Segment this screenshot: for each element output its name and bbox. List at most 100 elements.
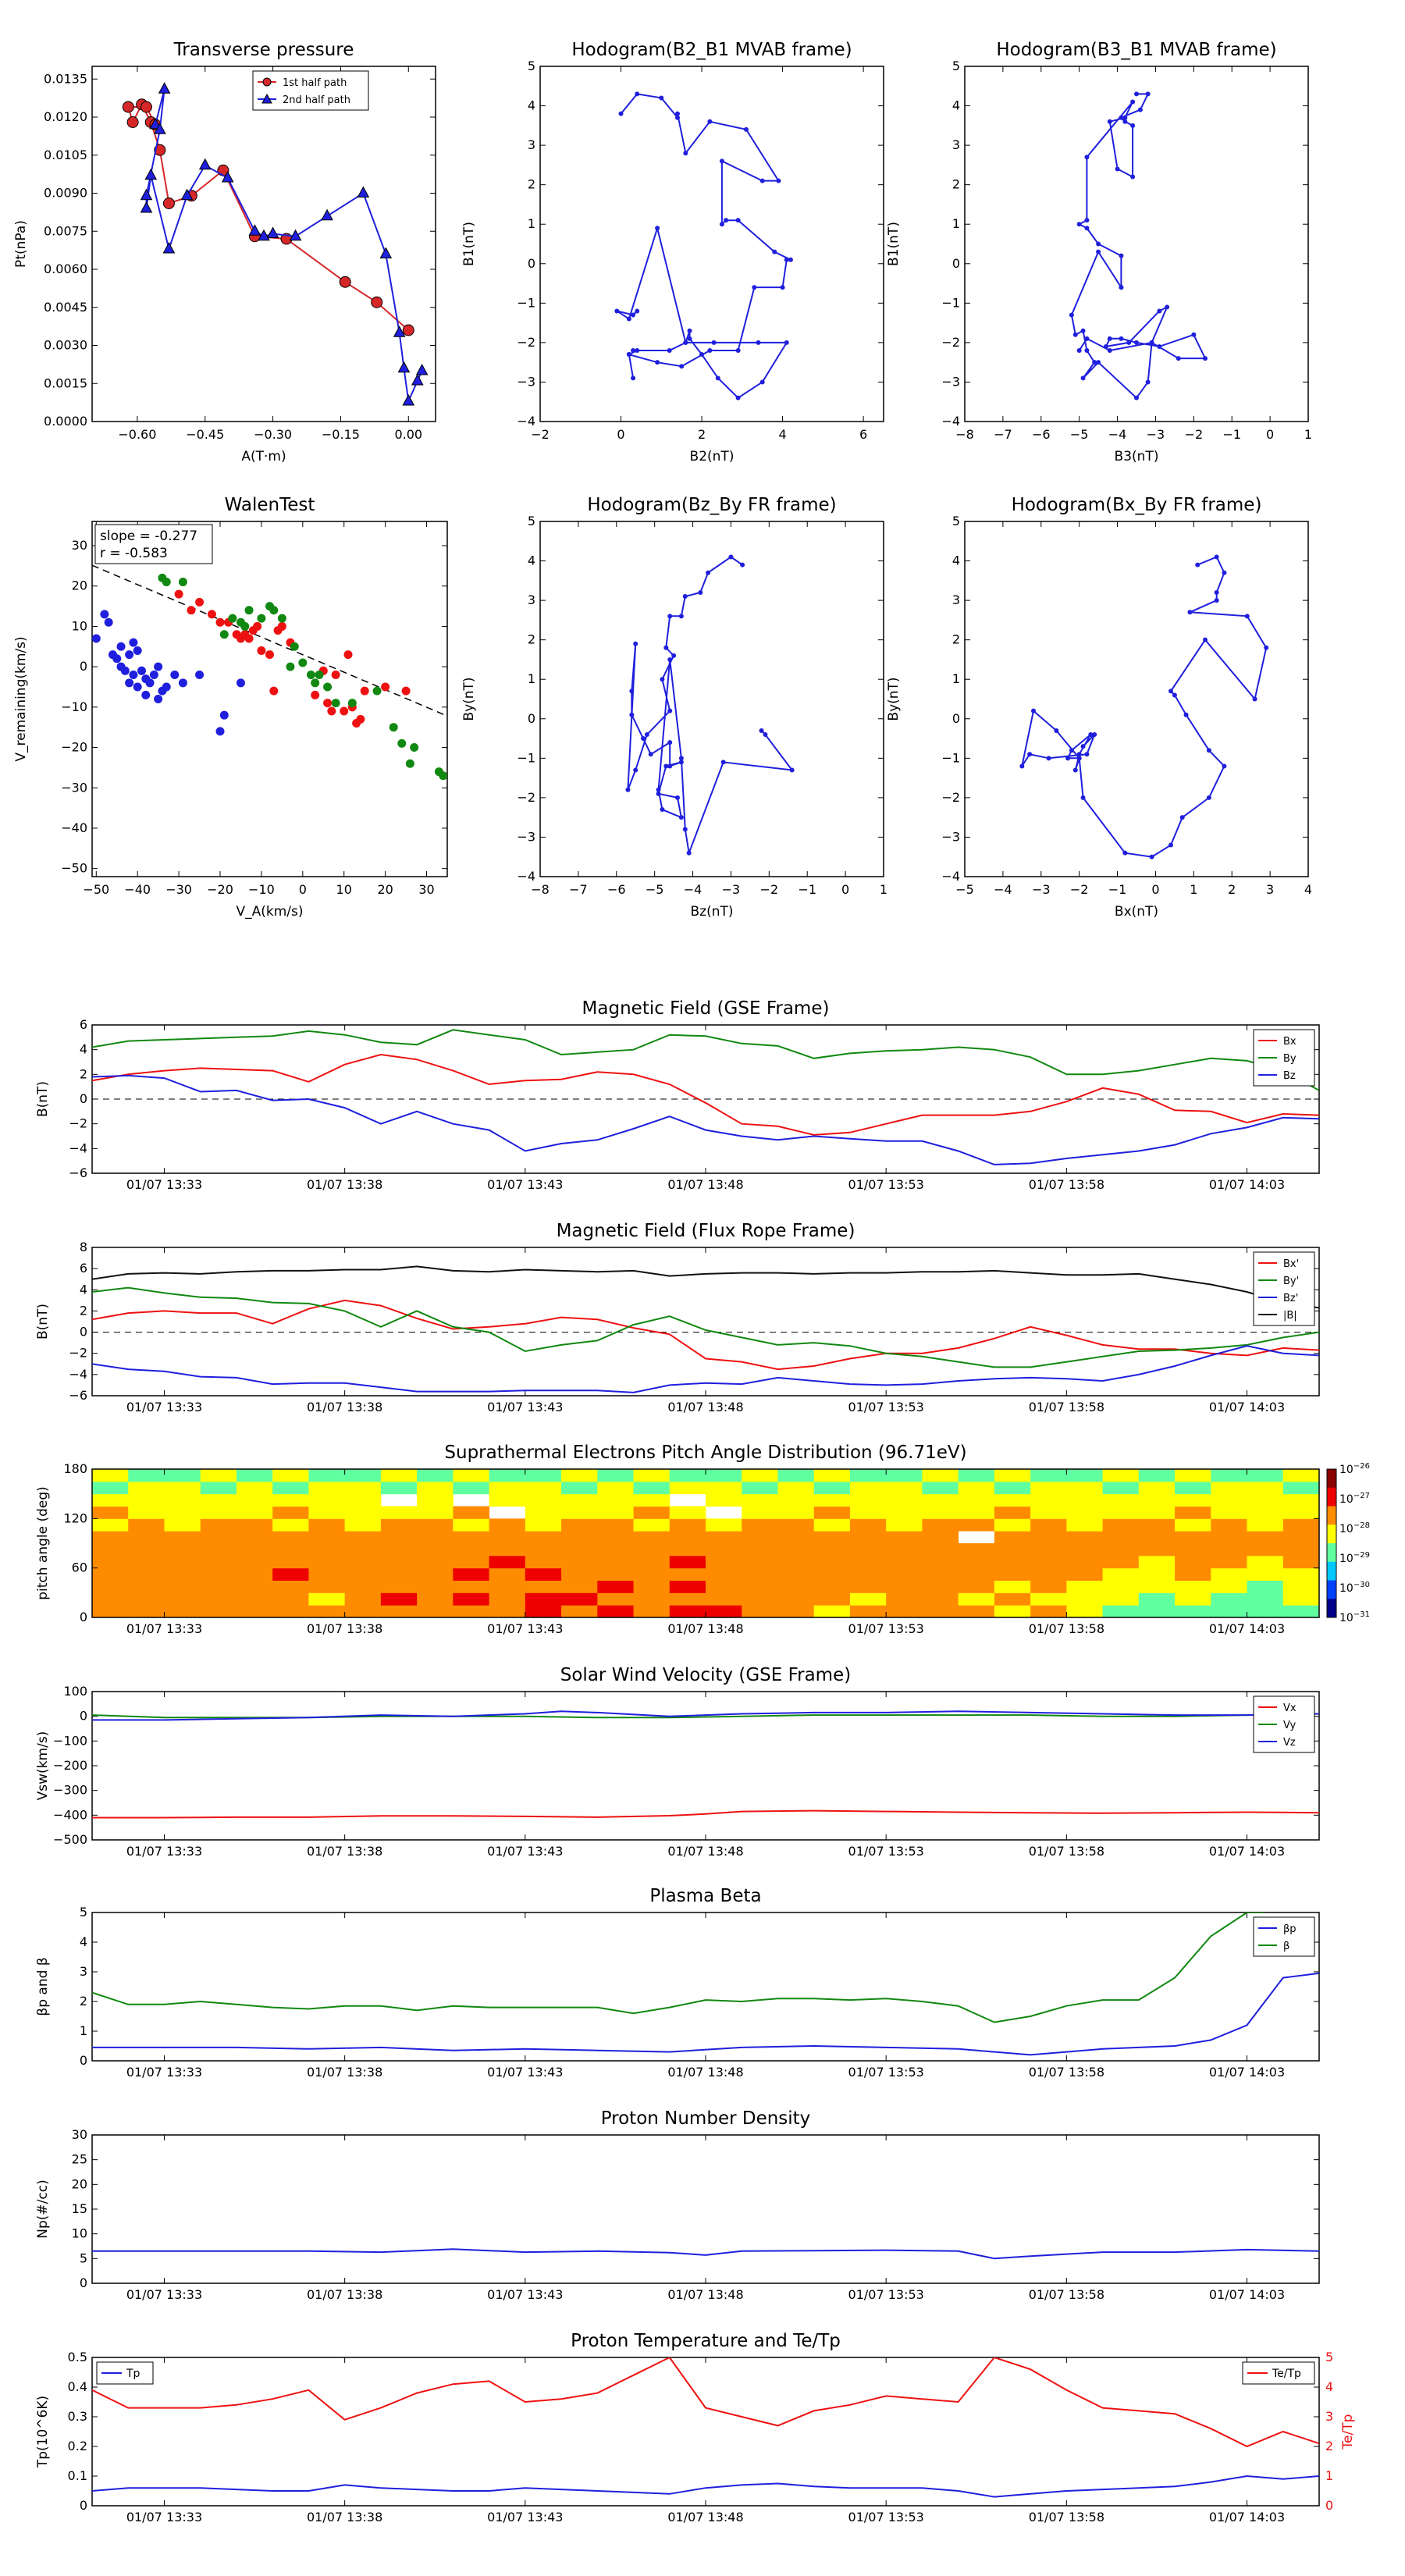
walen-test-point-green [372,686,382,696]
heatmap-cell [1030,1567,1067,1581]
heatmap-cell [1138,1481,1176,1495]
hodogram-bz-by-point [633,641,638,646]
walen-test-ytick-label: −10 [61,699,87,714]
transverse-pressure-marker-triangle [357,186,370,197]
proton-number-density-ytick-label: 10 [72,2226,87,2241]
proton-number-density-xtick-label: 01/07 13:38 [307,2287,382,2302]
hodogram-bz-by-point [728,554,734,560]
heatmap-cell [813,1518,851,1532]
heatmap-cell [1066,1605,1104,1618]
heatmap-cell [777,1531,815,1544]
heatmap-cell [417,1493,454,1507]
transverse-pressure-marker-triangle [158,82,171,94]
walen-test-point-green [269,606,279,615]
heatmap-cell [1066,1567,1104,1581]
heatmap-cell [742,1493,778,1507]
heatmap-cell [1066,1531,1104,1544]
heatmap-cell [958,1592,995,1606]
transverse-pressure-marker-circle [371,296,383,308]
heatmap-cell [489,1592,526,1606]
heatmap-cell [742,1567,778,1581]
heatmap-cell [525,1605,562,1618]
colorbar-segment [1327,1469,1336,1489]
hodogram-b3-b1-point [1122,115,1128,120]
heatmap-cell [849,1531,887,1544]
heatmap-cell [1138,1531,1176,1544]
hodogram-bx-by-point [1244,614,1250,619]
heatmap-cell [849,1592,887,1606]
hodogram-b2-b1-point [719,222,724,227]
heatmap-cell [272,1543,309,1557]
walen-test-point-blue [145,678,155,688]
proton-number-density-series-Np [92,2248,1319,2260]
transverse-pressure-marker-triangle [415,363,429,375]
proton-temperature-xtick-label: 01/07 13:43 [487,2510,563,2524]
heatmap-cell [922,1567,959,1581]
magnetic-field-gse-series-By [92,1029,1319,1091]
heatmap-cell [525,1543,562,1557]
hodogram-bz-by-point [656,787,661,792]
heatmap-cell [164,1481,201,1495]
heatmap-cell [706,1518,742,1532]
heatmap-cell [1175,1543,1211,1557]
heatmap-cell [742,1469,778,1482]
heatmap-cell [1282,1555,1320,1569]
heatmap-cell [1102,1567,1140,1581]
hodogram-bx-by-point [1206,748,1211,753]
heatmap-cell [633,1555,670,1569]
legend-label: By [1283,1053,1297,1065]
heatmap-cell [236,1592,273,1606]
heatmap-cell [1247,1543,1284,1557]
heatmap-cell [669,1543,706,1557]
hodogram-b3-b1-point [1084,348,1090,353]
heatmap-cell [236,1493,273,1507]
heatmap-cell [597,1506,635,1519]
magnetic-field-fr-ytick-label: 0 [80,1325,87,1340]
magnetic-field-gse-xtick-label: 01/07 14:03 [1209,1177,1285,1192]
solar-wind-velocity-xtick-label: 01/07 13:53 [848,1844,924,1859]
heatmap-cell [453,1555,490,1569]
heatmap-cell [561,1493,598,1507]
plasma-beta-chart: Plasma Beta 0 1 2 3 4 5 01/07 13:33 01/07 13:38 0… [35,1886,1320,2080]
heatmap-cell [308,1543,346,1557]
proton-temperature-ylabel-right: Te/Tp [1340,2414,1356,2450]
walen-test-ytick-label: −20 [61,740,87,755]
walen-test-point-red [340,706,349,716]
heatmap-cell [308,1555,346,1569]
plasma-beta-xtick-label: 01/07 13:53 [848,2065,924,2080]
walen-test-point-blue [125,678,134,688]
heatmap-cell [777,1506,815,1519]
transverse-pressure-xlabel: A(T·m) [241,449,286,464]
heatmap-cell [886,1518,923,1532]
heatmap-cell [1211,1567,1248,1581]
heatmap-cell [633,1567,670,1581]
hodogram-b2-b1-ytick-label: 0 [528,256,535,271]
hodogram-b3-b1-xtick-label: 1 [1304,427,1312,442]
hodogram-b2-b1-xtick-label: 0 [617,427,624,442]
heatmap-cell [308,1469,346,1482]
hodogram-b2-b1-ytick-label: −3 [517,374,535,389]
hodogram-b2-b1-xlabel: B2(nT) [690,449,735,464]
colorbar-tick-exponent: −31 [1353,1610,1370,1619]
pitch-angle-distribution-xtick-label: 01/07 13:33 [126,1621,202,1636]
hodogram-b2-b1-point [631,375,636,381]
heatmap-cell [1211,1518,1248,1532]
heatmap-cell [1282,1605,1320,1618]
heatmap-cell [525,1518,562,1532]
proton-number-density-ylabel: Np(#/cc) [35,2179,51,2238]
hodogram-bz-by-xtick-label: −6 [607,882,626,897]
hodogram-bx-by-point [1222,763,1227,769]
heatmap-cell [489,1493,526,1507]
heatmap-cell [128,1493,165,1507]
transverse-pressure-xtick-label: −0.15 [322,427,360,442]
hodogram-b3-b1-point [1130,174,1136,180]
heatmap-cell [1282,1469,1320,1482]
heatmap-cell [272,1531,309,1544]
hodogram-bx-by-ytick-label: −1 [941,750,960,765]
hodogram-bx-by-xtick-label: 0 [1151,882,1159,897]
heatmap-cell [561,1469,598,1482]
colorbar-segment [1327,1543,1336,1563]
heatmap-cell [813,1469,851,1482]
heatmap-cell [92,1531,129,1544]
walen-test-chart: WalenTest −50 −40 −30 −20 −10 0 10 20 30 −50 −40 −30… [13,495,448,920]
